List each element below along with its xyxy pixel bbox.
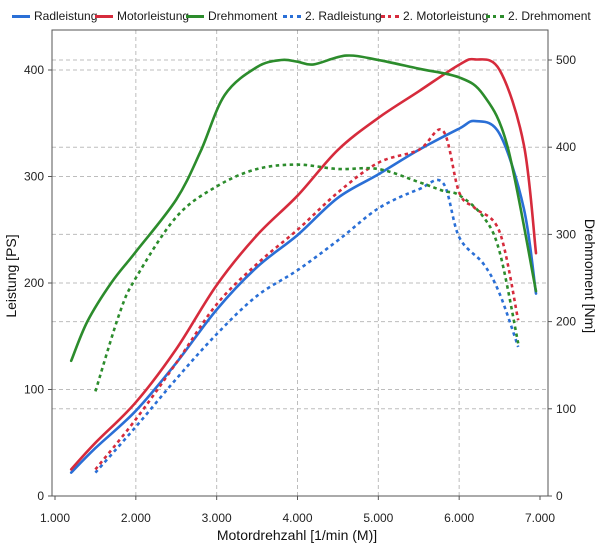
legend-item-2-motorleistung[interactable]: 2. Motorleistung xyxy=(381,7,488,25)
y-right-tick-label: 100 xyxy=(556,402,576,416)
axes: 1.000 2.000 3.000 4.000 5.000 6.000 7.00001002… xyxy=(24,29,576,525)
x-tick-label: 7.000 xyxy=(525,511,555,525)
series-line-radleistung xyxy=(69,119,538,474)
legend-swatch xyxy=(486,14,504,18)
plot-frame xyxy=(51,29,549,497)
legend-item-2-drehmoment[interactable]: 2. Drehmoment xyxy=(486,7,591,25)
legend-label: 2. Radleistung xyxy=(305,9,382,23)
y-left-axis-label: Leistung [PS] xyxy=(3,234,19,317)
legend-swatch xyxy=(12,14,30,18)
y-right-tick-label: 300 xyxy=(556,227,576,241)
y-left-tick-label: 400 xyxy=(24,63,44,77)
legend-label: Drehmoment xyxy=(208,9,278,23)
x-tick-label: 3.000 xyxy=(202,511,232,525)
axis-labels: Motordrehzahl [1/min (M)] Leistung [PS] … xyxy=(3,219,598,543)
series-line-2-radleistung xyxy=(94,178,520,474)
y-right-tick-label: 200 xyxy=(556,315,576,329)
x-tick-label: 2.000 xyxy=(121,511,151,525)
legend-swatch xyxy=(95,14,113,18)
legend-label: 2. Motorleistung xyxy=(403,9,489,23)
x-tick-label: 5.000 xyxy=(363,511,393,525)
x-tick-label: 6.000 xyxy=(444,511,474,525)
legend-item-2-radleistung[interactable]: 2. Radleistung xyxy=(283,7,382,25)
series-line-2-motorleistung xyxy=(94,127,520,471)
legend-label: Radleistung xyxy=(34,9,98,23)
legend-swatch xyxy=(381,14,399,18)
y-right-tick-label: 500 xyxy=(556,53,576,67)
x-axis-label: Motordrehzahl [1/min (M)] xyxy=(217,527,377,543)
x-tick-label: 4.000 xyxy=(282,511,312,525)
y-right-tick-label: 0 xyxy=(556,489,563,503)
legend-label: 2. Drehmoment xyxy=(508,9,591,23)
x-tick-label: 1.000 xyxy=(40,511,70,525)
series-lines xyxy=(69,54,538,474)
legend-label: Motorleistung xyxy=(117,9,190,23)
y-right-axis-label: Drehmoment [Nm] xyxy=(582,219,598,333)
y-left-tick-label: 200 xyxy=(24,276,44,290)
series-line-2-drehmoment xyxy=(94,163,520,392)
y-right-tick-label: 400 xyxy=(556,140,576,154)
y-left-tick-label: 100 xyxy=(24,383,44,397)
legend-item-drehmoment[interactable]: Drehmoment xyxy=(186,7,277,25)
legend-item-radleistung[interactable]: Radleistung xyxy=(12,7,97,25)
legend: Radleistung Motorleistung Drehmoment 2. … xyxy=(0,7,600,25)
legend-swatch xyxy=(186,14,204,18)
series-line-motorleistung xyxy=(69,57,538,471)
y-left-tick-label: 0 xyxy=(37,489,44,503)
legend-swatch xyxy=(283,14,301,18)
y-left-tick-label: 300 xyxy=(24,170,44,184)
legend-item-motorleistung[interactable]: Motorleistung xyxy=(95,7,189,25)
series-line-drehmoment xyxy=(69,54,538,363)
